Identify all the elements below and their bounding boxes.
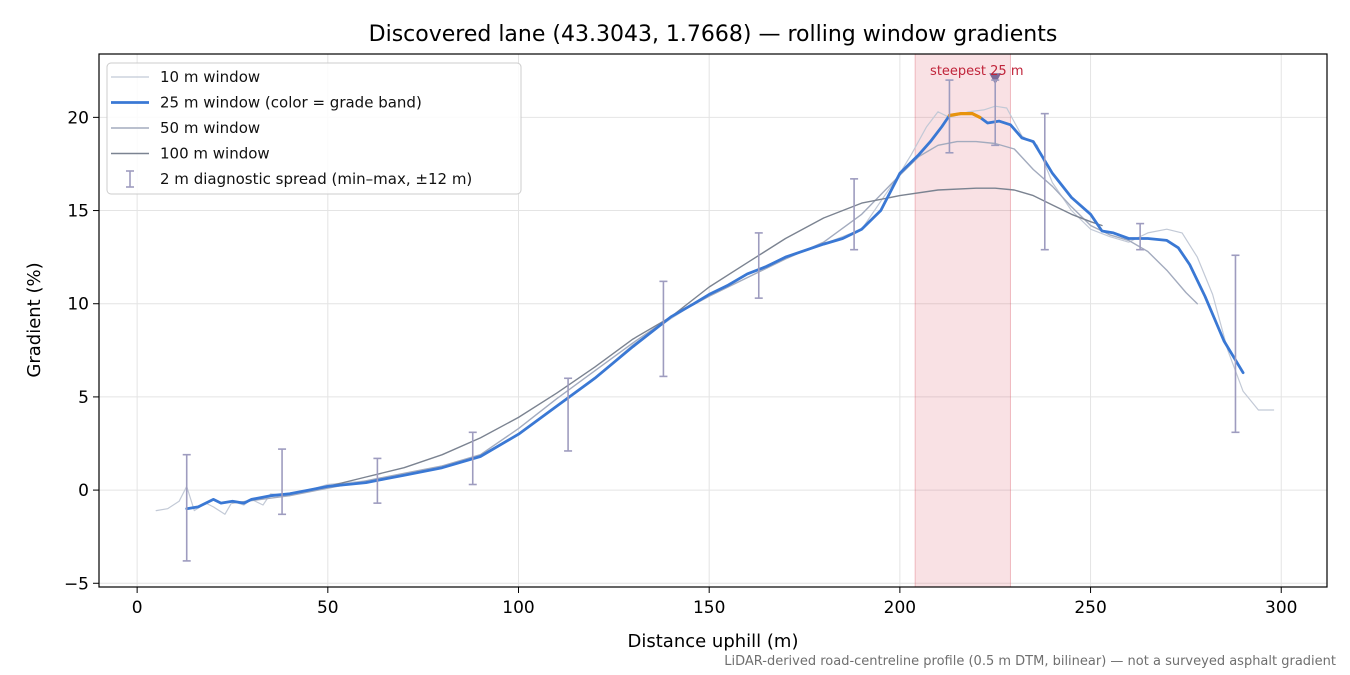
errorbar	[182, 453, 191, 562]
steepest-marker	[989, 73, 1002, 85]
steepest-segment-highlight	[947, 112, 982, 119]
legend-label: 100 m window	[160, 145, 270, 163]
x-tick-label: 200	[884, 598, 916, 618]
errorbar	[564, 377, 573, 452]
y-tick-label: 20	[67, 108, 89, 128]
errorbar	[945, 79, 954, 154]
errorbar	[468, 431, 477, 486]
footnote: LiDAR-derived road-centreline profile (0…	[724, 654, 1336, 669]
series-line-100m	[327, 187, 1103, 488]
x-tick-label: 150	[693, 598, 725, 618]
legend-label: 50 m window	[160, 119, 260, 137]
errorbar	[991, 79, 1000, 147]
plot-area: steepest 25 m 0 50 100 150 200 250 300 −5 0 5 10 15…	[64, 53, 1328, 618]
errorbar	[1231, 254, 1240, 434]
y-tick-label: −5	[64, 574, 89, 594]
y-tick-label: 15	[67, 202, 89, 222]
axis-ticks: 0 50 100 150 200 250 300 −5 0 5 10 15 20	[64, 108, 1298, 618]
legend-label: 2 m diagnostic spread (min–max, ±12 m)	[160, 170, 472, 188]
y-tick-label: 0	[78, 481, 89, 501]
legend: 10 m window 25 m window (color = grade ba…	[106, 62, 522, 195]
errorbar	[659, 280, 668, 378]
x-tick-label: 100	[502, 598, 534, 618]
y-tick-label: 5	[78, 388, 89, 408]
x-tick-label: 50	[317, 598, 339, 618]
axes-frame	[98, 53, 1328, 588]
legend-label: 10 m window	[160, 68, 260, 86]
errorbar	[373, 457, 382, 504]
x-tick-label: 300	[1265, 598, 1297, 618]
chart-title: Discovered lane (43.3043, 1.7668) — roll…	[369, 22, 1058, 47]
errorbar	[1136, 222, 1145, 251]
series-line-25m	[185, 112, 1245, 511]
x-axis-label: Distance uphill (m)	[628, 631, 799, 652]
legend-box	[106, 62, 522, 195]
steepest-band-layer: steepest 25 m	[914, 53, 1024, 588]
errorbar-layer	[182, 79, 1240, 562]
y-axis-label: Gradient (%)	[24, 262, 45, 377]
series-layer	[155, 105, 1275, 515]
steepest-band	[914, 53, 1011, 588]
x-tick-label: 250	[1074, 598, 1106, 618]
errorbar	[850, 178, 859, 251]
x-tick-label: 0	[132, 598, 143, 618]
steepest-label: steepest 25 m	[930, 64, 1023, 79]
legend-label: 25 m window (color = grade band)	[160, 94, 422, 112]
y-tick-label: 10	[67, 295, 89, 315]
errorbar	[1040, 112, 1049, 251]
errorbar	[754, 232, 763, 299]
errorbar	[278, 448, 287, 516]
